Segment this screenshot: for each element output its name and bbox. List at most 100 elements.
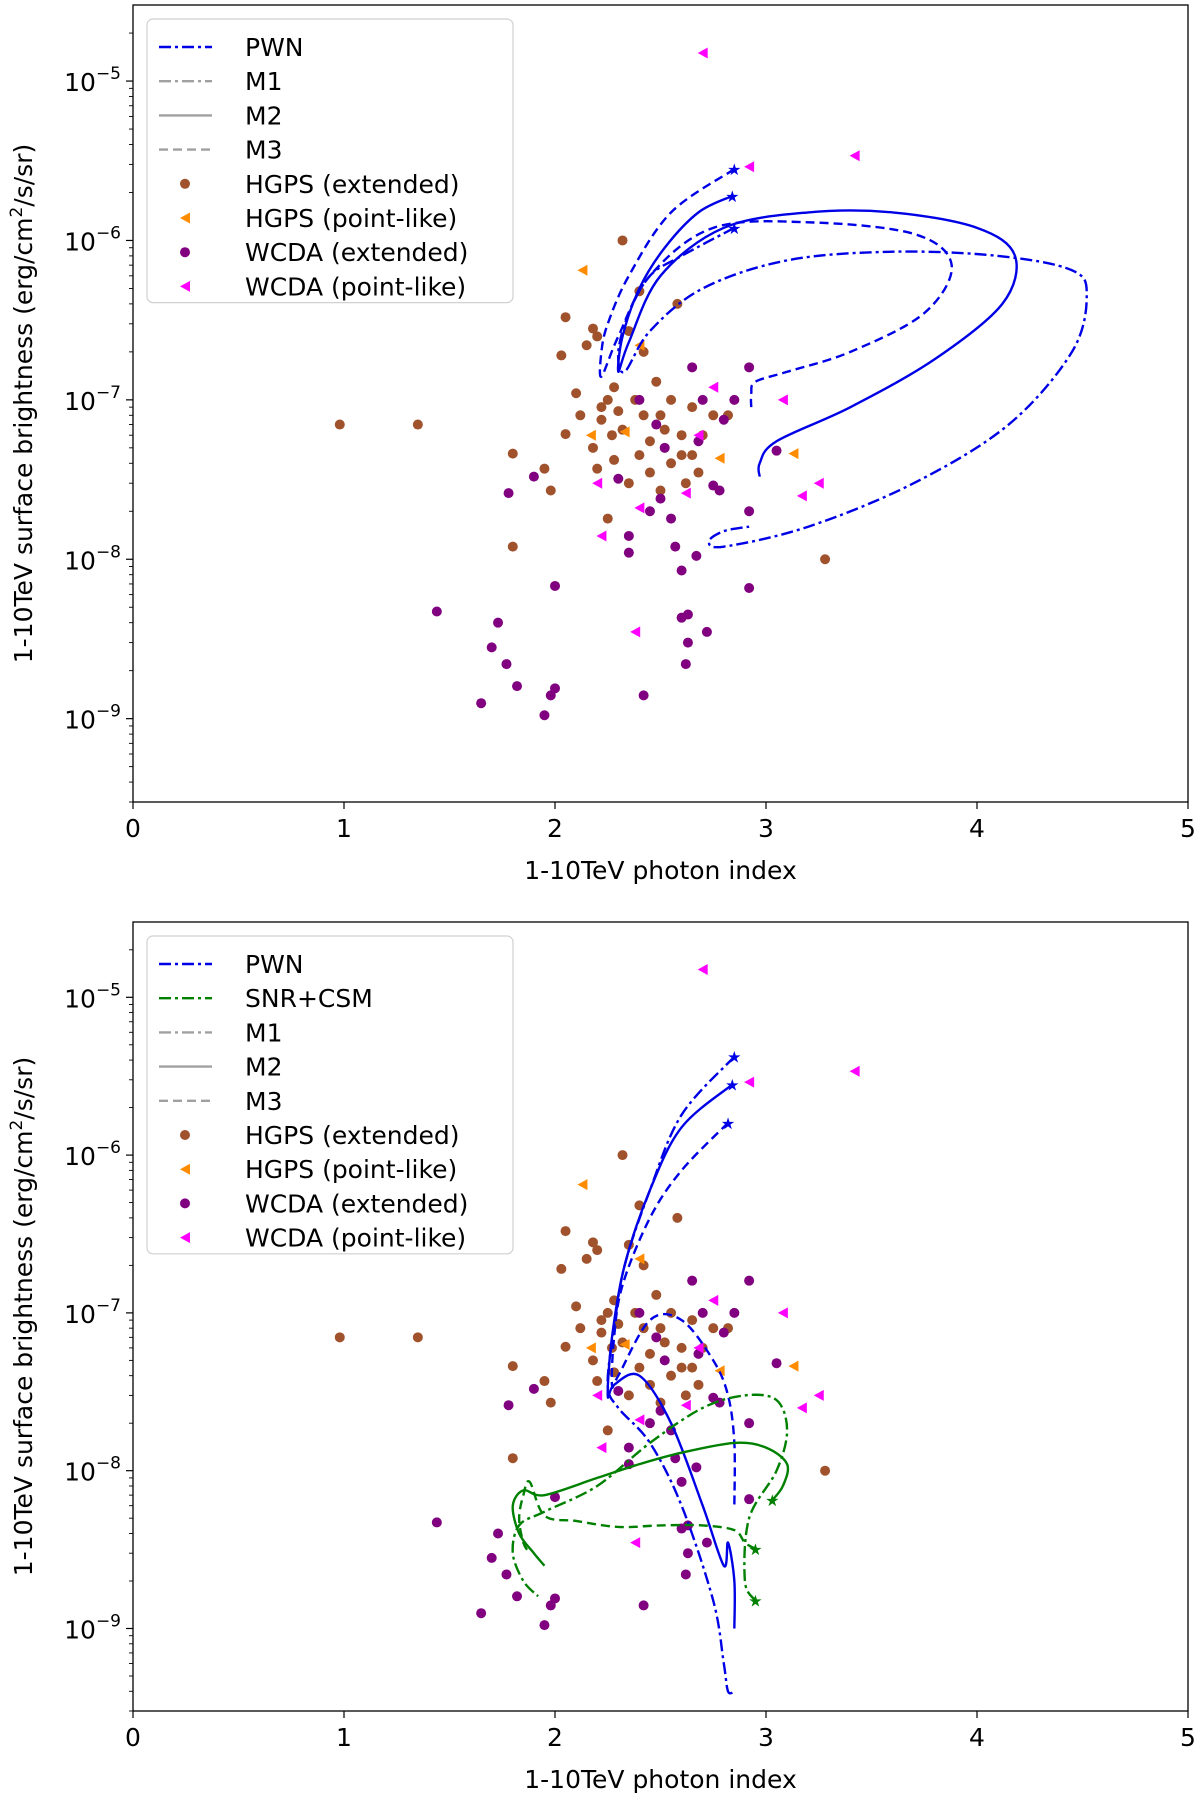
curve-start-star: ★ xyxy=(725,187,739,206)
legend-item: M1 xyxy=(159,67,282,96)
legend-item: WCDA (point-like) xyxy=(180,1224,466,1253)
data-point xyxy=(682,637,693,648)
data-point xyxy=(849,150,860,162)
data-point xyxy=(796,490,807,502)
legend-label: M2 xyxy=(245,1053,282,1082)
legend-item: WCDA (extended) xyxy=(180,1189,468,1218)
data-point xyxy=(602,513,613,524)
data-point xyxy=(560,312,571,323)
data-point xyxy=(676,1362,687,1373)
data-point xyxy=(680,1399,691,1411)
curve-snr-csm-m1 xyxy=(511,1393,789,1602)
data-point xyxy=(617,1150,628,1161)
data-point xyxy=(680,478,691,489)
x-tick-label: 0 xyxy=(125,1723,141,1752)
data-point xyxy=(666,1307,677,1318)
curve-pwn-m2 xyxy=(606,1083,737,1629)
legend-swatch xyxy=(180,1163,190,1175)
data-point xyxy=(651,419,662,430)
data-point xyxy=(592,1245,603,1256)
data-point xyxy=(659,1355,670,1366)
curve-pwn-m3 xyxy=(610,1122,737,1506)
data-point xyxy=(777,1307,788,1319)
data-point xyxy=(744,362,755,373)
legend-label: HGPS (extended) xyxy=(245,170,459,199)
data-point xyxy=(539,463,550,474)
data-point xyxy=(596,402,607,413)
data-point xyxy=(596,1315,607,1326)
curve-start-star: ★ xyxy=(727,1048,741,1067)
data-point xyxy=(596,1327,607,1338)
x-axis-label: 1-10TeV photon index xyxy=(524,856,797,885)
data-point xyxy=(655,493,666,504)
data-point xyxy=(708,410,719,421)
data-point xyxy=(634,1307,645,1318)
y-tick-label: 10−8 xyxy=(64,1454,121,1487)
data-point xyxy=(680,659,691,670)
data-point xyxy=(556,1263,567,1274)
data-point xyxy=(486,1552,497,1563)
data-point xyxy=(714,452,725,464)
data-point xyxy=(680,1390,691,1401)
legend-label: PWN xyxy=(245,950,304,979)
legend-label: WCDA (extended) xyxy=(245,1189,468,1218)
data-point xyxy=(512,681,523,692)
data-point xyxy=(630,1537,641,1549)
data-point xyxy=(503,1400,514,1411)
data-point xyxy=(592,1376,603,1387)
data-point xyxy=(412,419,423,430)
y-tick-label: 10−7 xyxy=(64,383,121,416)
plot-frame xyxy=(132,921,1189,1712)
data-point xyxy=(691,550,702,561)
data-point xyxy=(676,430,687,441)
data-point xyxy=(638,1260,649,1271)
chart-panel-bottom: 0 1 2 3 4 5 10−9 10−8 10−7 10−6 10−5 1-10TeV photon… xyxy=(7,921,1196,1794)
legend-label: SNR+CSM xyxy=(245,984,373,1013)
data-point xyxy=(708,1323,719,1334)
data-point xyxy=(623,547,634,558)
x-tick-label: 3 xyxy=(758,814,774,843)
data-point xyxy=(644,436,655,447)
x-tick-label: 4 xyxy=(969,1723,985,1752)
y-tick-label: 10−6 xyxy=(64,223,121,256)
data-point xyxy=(575,1323,586,1334)
data-point xyxy=(687,362,698,373)
legend-swatch xyxy=(180,212,190,224)
data-point xyxy=(619,426,630,438)
data-point xyxy=(676,450,687,461)
curve-start-star: ★ xyxy=(725,1076,739,1095)
data-point xyxy=(431,1517,442,1528)
data-point xyxy=(680,1569,691,1580)
data-point xyxy=(638,1600,649,1611)
legend-swatch xyxy=(180,1130,190,1140)
data-point xyxy=(486,642,497,653)
data-point xyxy=(571,388,582,399)
x-tick-label: 5 xyxy=(1180,1723,1196,1752)
data-point xyxy=(619,1339,630,1351)
data-point xyxy=(560,1341,571,1352)
data-point xyxy=(493,1528,504,1539)
data-point xyxy=(602,394,613,405)
data-point xyxy=(693,467,704,478)
data-point xyxy=(714,1365,725,1377)
data-point xyxy=(718,414,729,425)
data-point xyxy=(666,1370,677,1381)
data-point xyxy=(676,1476,687,1487)
series-hgps-extended- xyxy=(334,235,831,565)
data-point xyxy=(613,1385,624,1396)
curve-snr-csm-m3 xyxy=(517,1479,757,1554)
plot-area: ★ ★ ★ ★ ★ ★ xyxy=(334,964,860,1695)
data-point xyxy=(729,1307,740,1318)
legend-item: M3 xyxy=(159,1087,282,1116)
y-axis-label: 1-10TeV surface brightness (erg/cm2/s/sr… xyxy=(7,1057,38,1577)
data-point xyxy=(666,458,677,469)
y-axis-label: 1-10TeV surface brightness (erg/cm2/s/sr… xyxy=(7,144,38,664)
data-point xyxy=(596,530,607,542)
data-point xyxy=(556,350,567,361)
data-point xyxy=(587,442,598,453)
data-point xyxy=(687,1315,698,1326)
data-point xyxy=(528,471,539,482)
legend-item: HGPS (point-like) xyxy=(180,1155,457,1184)
data-point xyxy=(550,1593,560,1604)
data-point xyxy=(634,502,645,514)
